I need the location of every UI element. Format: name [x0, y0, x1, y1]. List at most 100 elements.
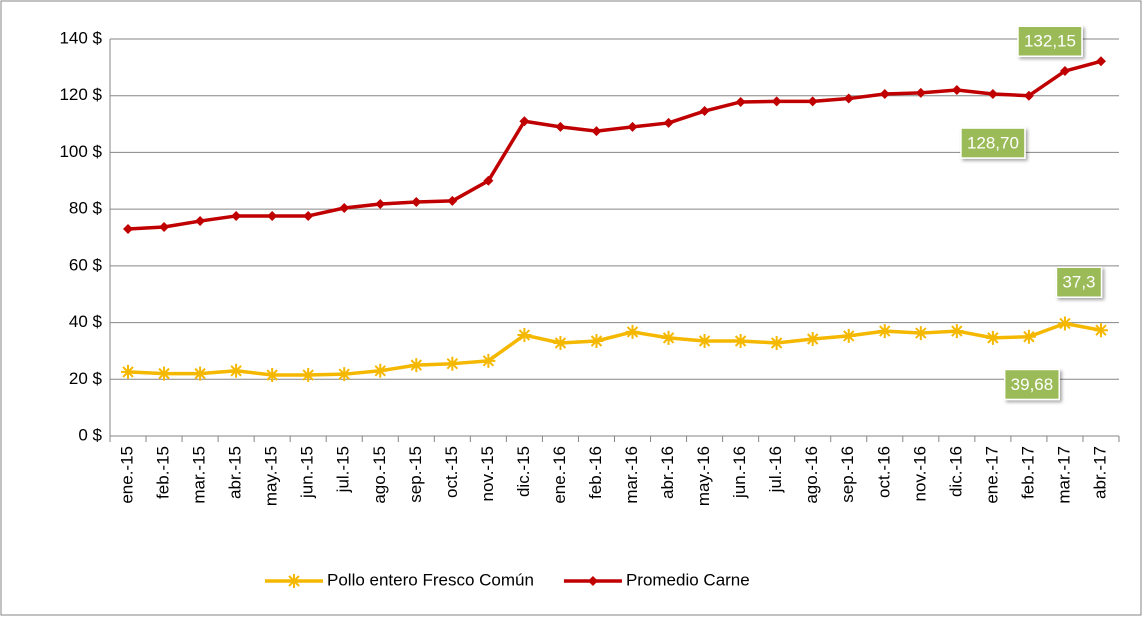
legend-label: Promedio Carne: [626, 570, 750, 589]
x-tick-label: feb.-17: [1018, 446, 1037, 499]
marker: [411, 197, 422, 208]
marker: [157, 366, 172, 381]
marker: [807, 96, 818, 107]
y-tick-label: 20 $: [69, 369, 103, 388]
x-tick-label: jun.-16: [730, 446, 749, 499]
x-tick-label: jun.-15: [298, 446, 317, 499]
series-line: [127, 321, 1102, 377]
marker: [843, 93, 854, 104]
legend-marker: [587, 576, 598, 586]
series-line: [127, 59, 1102, 231]
marker: [231, 210, 242, 221]
marker: [265, 368, 280, 383]
data-label-text: 39,68: [1011, 375, 1054, 394]
y-tick-label: 80 $: [69, 199, 103, 218]
marker: [915, 87, 926, 98]
y-tick-label: 140 $: [59, 28, 102, 47]
marker: [519, 116, 530, 127]
marker: [591, 126, 602, 137]
x-tick-label: ene.-17: [982, 446, 1001, 504]
y-tick-label: 100 $: [59, 142, 102, 161]
x-tick-label: jul.-16: [766, 446, 785, 493]
x-tick-label: may.-15: [262, 446, 281, 506]
marker: [877, 324, 892, 339]
marker: [771, 96, 782, 107]
x-tick-label: nov.-16: [910, 446, 929, 501]
x-tick-label: feb.-16: [586, 446, 605, 499]
x-tick-label: abr.-15: [226, 446, 245, 499]
marker: [951, 85, 962, 96]
x-tick-label: ago.-15: [370, 446, 389, 504]
x-tick-label: dic.-16: [946, 446, 965, 497]
marker: [1093, 323, 1108, 338]
marker: [589, 334, 604, 349]
x-tick-label: mar.-15: [190, 446, 209, 504]
marker: [195, 216, 206, 227]
marker: [555, 121, 566, 132]
marker: [841, 328, 856, 343]
marker: [121, 364, 136, 379]
marker: [949, 324, 964, 339]
marker: [1059, 66, 1070, 77]
marker: [663, 117, 674, 128]
marker: [1021, 329, 1036, 344]
y-tick-label: 40 $: [69, 312, 103, 331]
data-label: 132,15: [1017, 25, 1083, 58]
data-label-box: [960, 127, 1026, 159]
x-tick-label: oct.-15: [442, 446, 461, 498]
x-tick-label: abr.-16: [658, 446, 677, 499]
legend-label: Pollo entero Fresco Común: [327, 570, 534, 589]
marker: [303, 210, 314, 221]
marker: [985, 330, 1000, 345]
marker: [553, 335, 568, 350]
data-label: 37,3: [1055, 266, 1103, 298]
marker: [339, 203, 350, 214]
marker: [735, 96, 746, 107]
marker: [769, 335, 784, 350]
x-tick-label: abr.-17: [1090, 446, 1109, 499]
data-label: 39,68: [1003, 368, 1060, 401]
data-label-box: [1017, 25, 1083, 58]
marker: [699, 106, 710, 117]
x-tick-label: nov.-15: [478, 446, 497, 501]
marker: [481, 353, 496, 368]
marker: [733, 334, 748, 349]
data-label-box: [1055, 266, 1103, 298]
marker: [337, 367, 352, 382]
data-label: 128,70: [960, 127, 1026, 159]
x-tick-label: ene.-15: [118, 446, 137, 504]
marker: [879, 89, 890, 100]
data-label-text: 37,3: [1062, 273, 1095, 292]
marker: [301, 368, 316, 383]
marker: [805, 332, 820, 347]
marker: [627, 121, 638, 132]
marker: [483, 175, 494, 186]
marker: [987, 89, 998, 100]
data-label-text: 132,15: [1024, 32, 1076, 51]
x-tick-label: ago.-16: [802, 446, 821, 504]
x-tick-label: mar.-16: [622, 446, 641, 504]
marker: [159, 222, 170, 233]
x-tick-label: oct.-16: [874, 446, 893, 498]
x-tick-label: sep.-16: [838, 446, 857, 503]
x-tick-label: mar.-17: [1054, 446, 1073, 504]
marker: [123, 223, 134, 234]
marker: [1023, 90, 1034, 101]
data-label-text: 128,70: [967, 134, 1019, 153]
marker: [375, 199, 386, 210]
x-tick-label: ene.-16: [550, 446, 569, 504]
marker: [445, 356, 460, 371]
x-tick-label: feb.-15: [154, 446, 173, 499]
marker: [1095, 56, 1106, 67]
y-tick-label: 60 $: [69, 255, 103, 274]
x-tick-label: dic.-15: [514, 446, 533, 497]
marker: [697, 334, 712, 349]
marker: [625, 324, 640, 339]
y-tick-label: 0 $: [78, 425, 102, 444]
legend-marker: [287, 574, 301, 588]
marker: [661, 330, 676, 345]
x-tick-label: jul.-15: [334, 446, 353, 493]
marker: [373, 363, 388, 378]
